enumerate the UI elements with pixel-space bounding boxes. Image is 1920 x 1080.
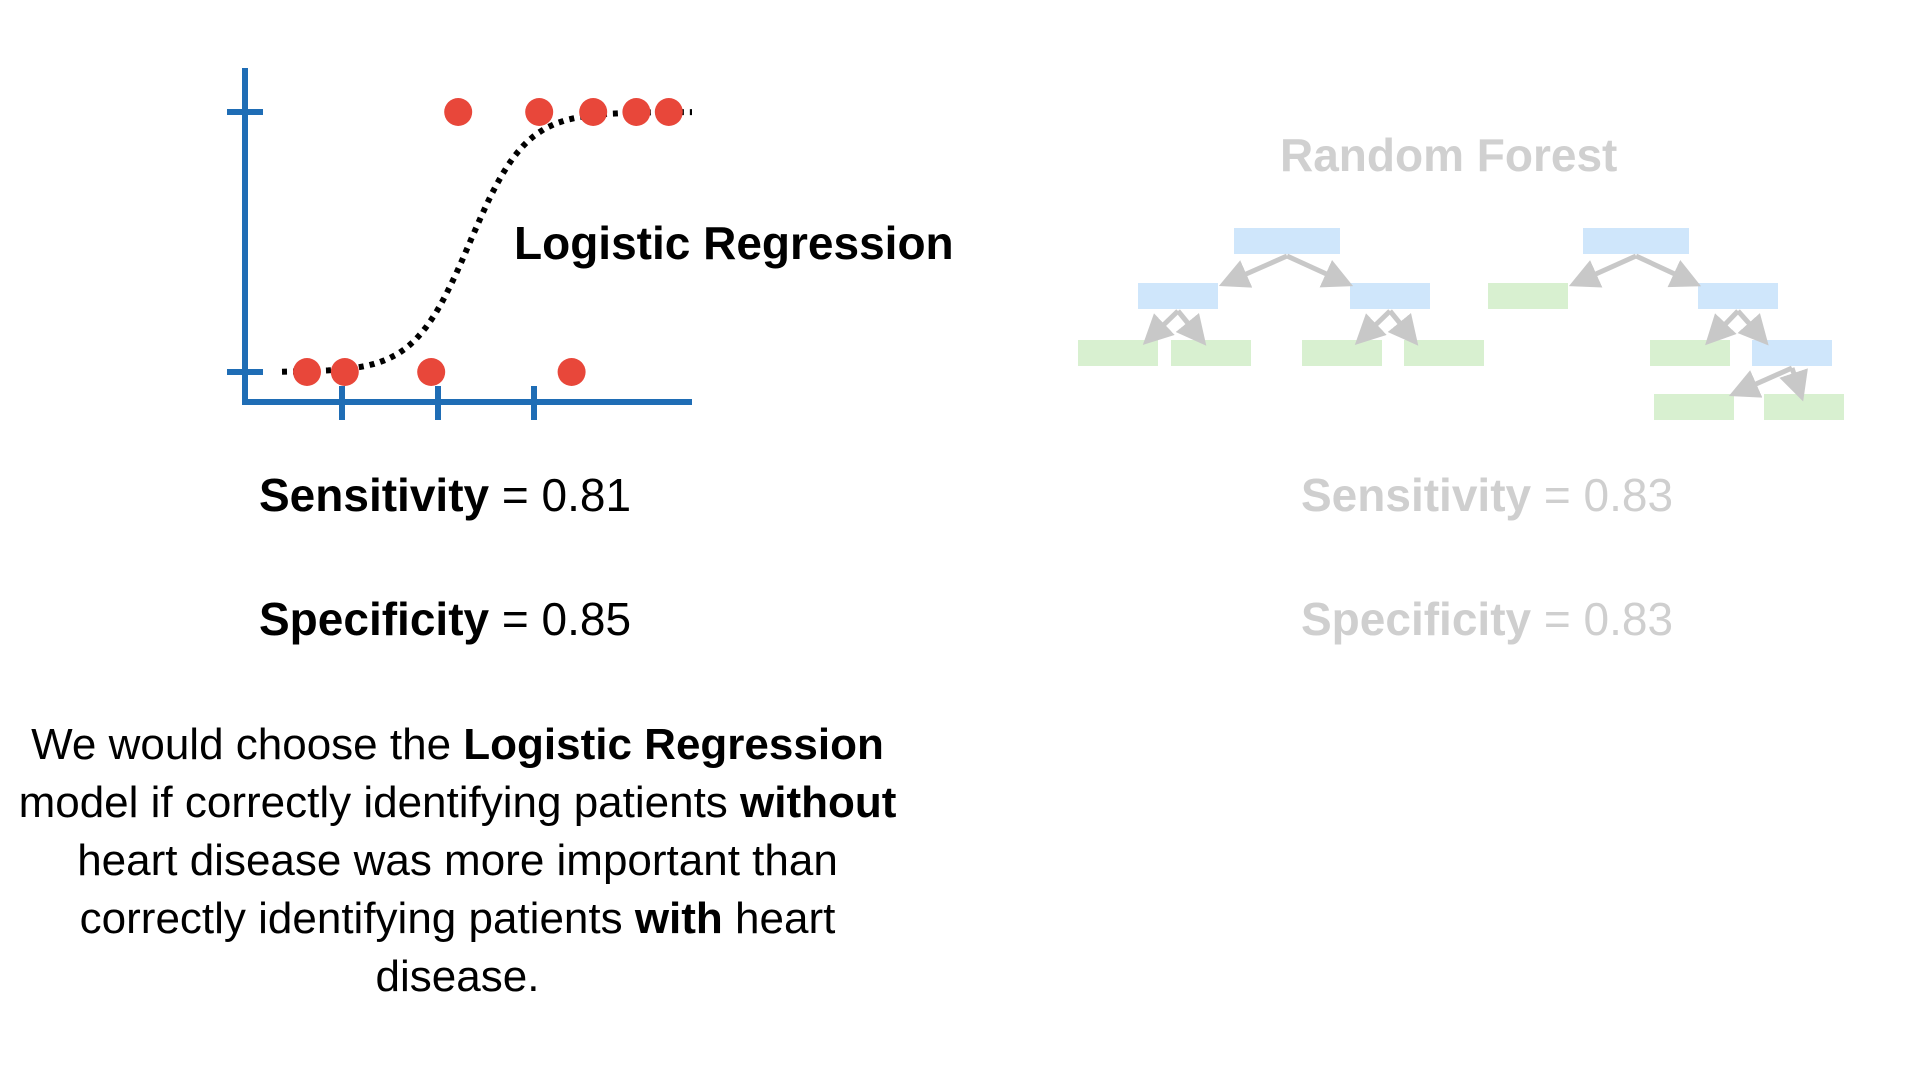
specificity-label: Specificity xyxy=(1301,593,1532,645)
equals-sign: = xyxy=(1543,469,1571,521)
conclusion-part: We would choose the xyxy=(31,720,464,769)
tree-node-internal xyxy=(1752,340,1832,366)
tree-node-internal xyxy=(1698,283,1778,309)
data-point xyxy=(557,358,586,386)
data-point xyxy=(293,358,321,386)
data-point xyxy=(330,358,359,386)
conclusion-emphasis: without xyxy=(740,778,897,827)
equals-sign: = xyxy=(501,593,529,645)
data-point xyxy=(444,98,473,126)
sensitivity-value: 0.83 xyxy=(1583,469,1674,521)
tree-leaf xyxy=(1078,340,1158,366)
tree-node-root xyxy=(1583,228,1689,254)
sensitivity-label: Sensitivity xyxy=(1301,469,1532,521)
tree-leaf xyxy=(1488,283,1568,309)
conclusion-part: heart disease was more important than co… xyxy=(77,836,838,943)
tree-node-internal xyxy=(1350,283,1430,309)
conclusion-part: heart disease. xyxy=(375,894,836,1001)
tree-leaf xyxy=(1654,394,1734,420)
sensitivity-value: 0.81 xyxy=(541,469,632,521)
tree-leaf xyxy=(1404,340,1484,366)
conclusion-text: We would choose the Logistic Regression … xyxy=(10,716,905,1006)
lr-specificity: Specificity = 0.85 xyxy=(259,592,631,646)
tree-node-root xyxy=(1234,228,1340,254)
tree-leaf xyxy=(1650,340,1730,366)
tree-leaf xyxy=(1302,340,1382,366)
rf-specificity: Specificity = 0.83 xyxy=(1301,592,1673,646)
lr-sensitivity: Sensitivity = 0.81 xyxy=(259,468,631,522)
tree-leaf xyxy=(1764,394,1844,420)
data-point xyxy=(622,98,651,126)
conclusion-part: model if correctly identifying patients xyxy=(18,778,741,827)
data-point xyxy=(654,98,683,126)
tree-1 xyxy=(1078,228,1484,366)
rf-sensitivity: Sensitivity = 0.83 xyxy=(1301,468,1673,522)
specificity-value: 0.83 xyxy=(1583,593,1674,645)
data-point xyxy=(579,98,608,126)
tree-2 xyxy=(1488,228,1844,420)
specificity-label: Specificity xyxy=(259,593,490,645)
tree-node-internal xyxy=(1138,283,1218,309)
logistic-regression-title: Logistic Regression xyxy=(514,217,954,269)
sensitivity-label: Sensitivity xyxy=(259,469,490,521)
data-points xyxy=(293,98,683,386)
tree-leaf xyxy=(1171,340,1251,366)
data-point xyxy=(525,98,554,126)
specificity-value: 0.85 xyxy=(541,593,632,645)
conclusion-emphasis: with xyxy=(634,894,723,943)
plot-axes xyxy=(227,68,692,420)
data-point xyxy=(417,358,446,386)
conclusion-emphasis: Logistic Regression xyxy=(463,720,884,769)
equals-sign: = xyxy=(501,469,529,521)
equals-sign: = xyxy=(1543,593,1571,645)
random-forest-title: Random Forest xyxy=(1280,129,1618,181)
